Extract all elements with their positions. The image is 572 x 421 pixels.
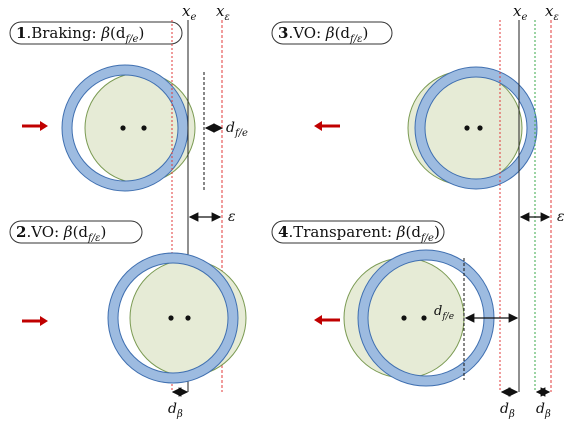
left-xeps-label: xε xyxy=(216,2,230,23)
panel-4-gap-label: df/e xyxy=(434,304,454,322)
panel-2-motion-arrowhead xyxy=(40,316,48,326)
panel-2-dot-b xyxy=(185,315,191,321)
left-epsilon-label: ε xyxy=(228,209,236,225)
panel-2-title: 2.VO: β(df/ε) xyxy=(16,223,106,244)
right-xe-label: xe xyxy=(513,2,527,23)
panel-2-dbeta-label: dβ xyxy=(168,401,183,420)
right-dbeta-label-1: dβ xyxy=(500,401,515,420)
panel-3-motion-arrowhead xyxy=(314,121,322,131)
panel-4-dot-a xyxy=(401,315,407,321)
panel-1-braking: 1.Braking: β(df/e) df/e xyxy=(9,21,248,192)
panel-3-dot-b xyxy=(477,125,483,131)
panel-1-gap-label: df/e xyxy=(226,120,248,139)
left-xe-label: xe xyxy=(182,2,196,23)
panel-2-vo: 2.VO: β(df/ε) dβ xyxy=(9,220,247,420)
panel-2-ring xyxy=(108,253,238,383)
right-xeps-label: xε xyxy=(545,2,559,23)
panel-3-ring xyxy=(415,67,537,189)
panel-1-dot-b xyxy=(141,125,147,131)
right-epsilon-label: ε xyxy=(557,209,565,225)
panel-3-vo: 3.VO: β(df/ε) xyxy=(271,21,538,190)
panel-4-title: 4.Transparent: β(df/e) xyxy=(278,223,440,244)
panel-1-title-box xyxy=(9,21,183,45)
panel-2-dot-a xyxy=(168,315,174,321)
panel-4-dot-b xyxy=(421,315,427,321)
panel-4-motion-arrowhead xyxy=(314,315,322,325)
right-dbeta-label-2: dβ xyxy=(536,401,551,420)
panel-1-motion-arrowhead xyxy=(40,121,48,131)
panel-3-dot-a xyxy=(464,125,470,131)
panel-1-ring xyxy=(62,65,188,191)
panel-4-transparent: 4.Transparent: β(df/e) df/e xyxy=(271,220,519,387)
panel-1-title: 1.Braking: β(df/e) xyxy=(16,24,144,45)
panel-1-dot-a xyxy=(120,125,126,131)
panel-3-title-box xyxy=(271,21,393,45)
panel-4-title-box xyxy=(271,220,445,244)
right-reference-lines: xe xε ε dβ dβ xyxy=(499,2,565,420)
panel-3-title: 3.VO: β(df/ε) xyxy=(278,24,368,45)
panel-2-title-box xyxy=(9,220,143,244)
